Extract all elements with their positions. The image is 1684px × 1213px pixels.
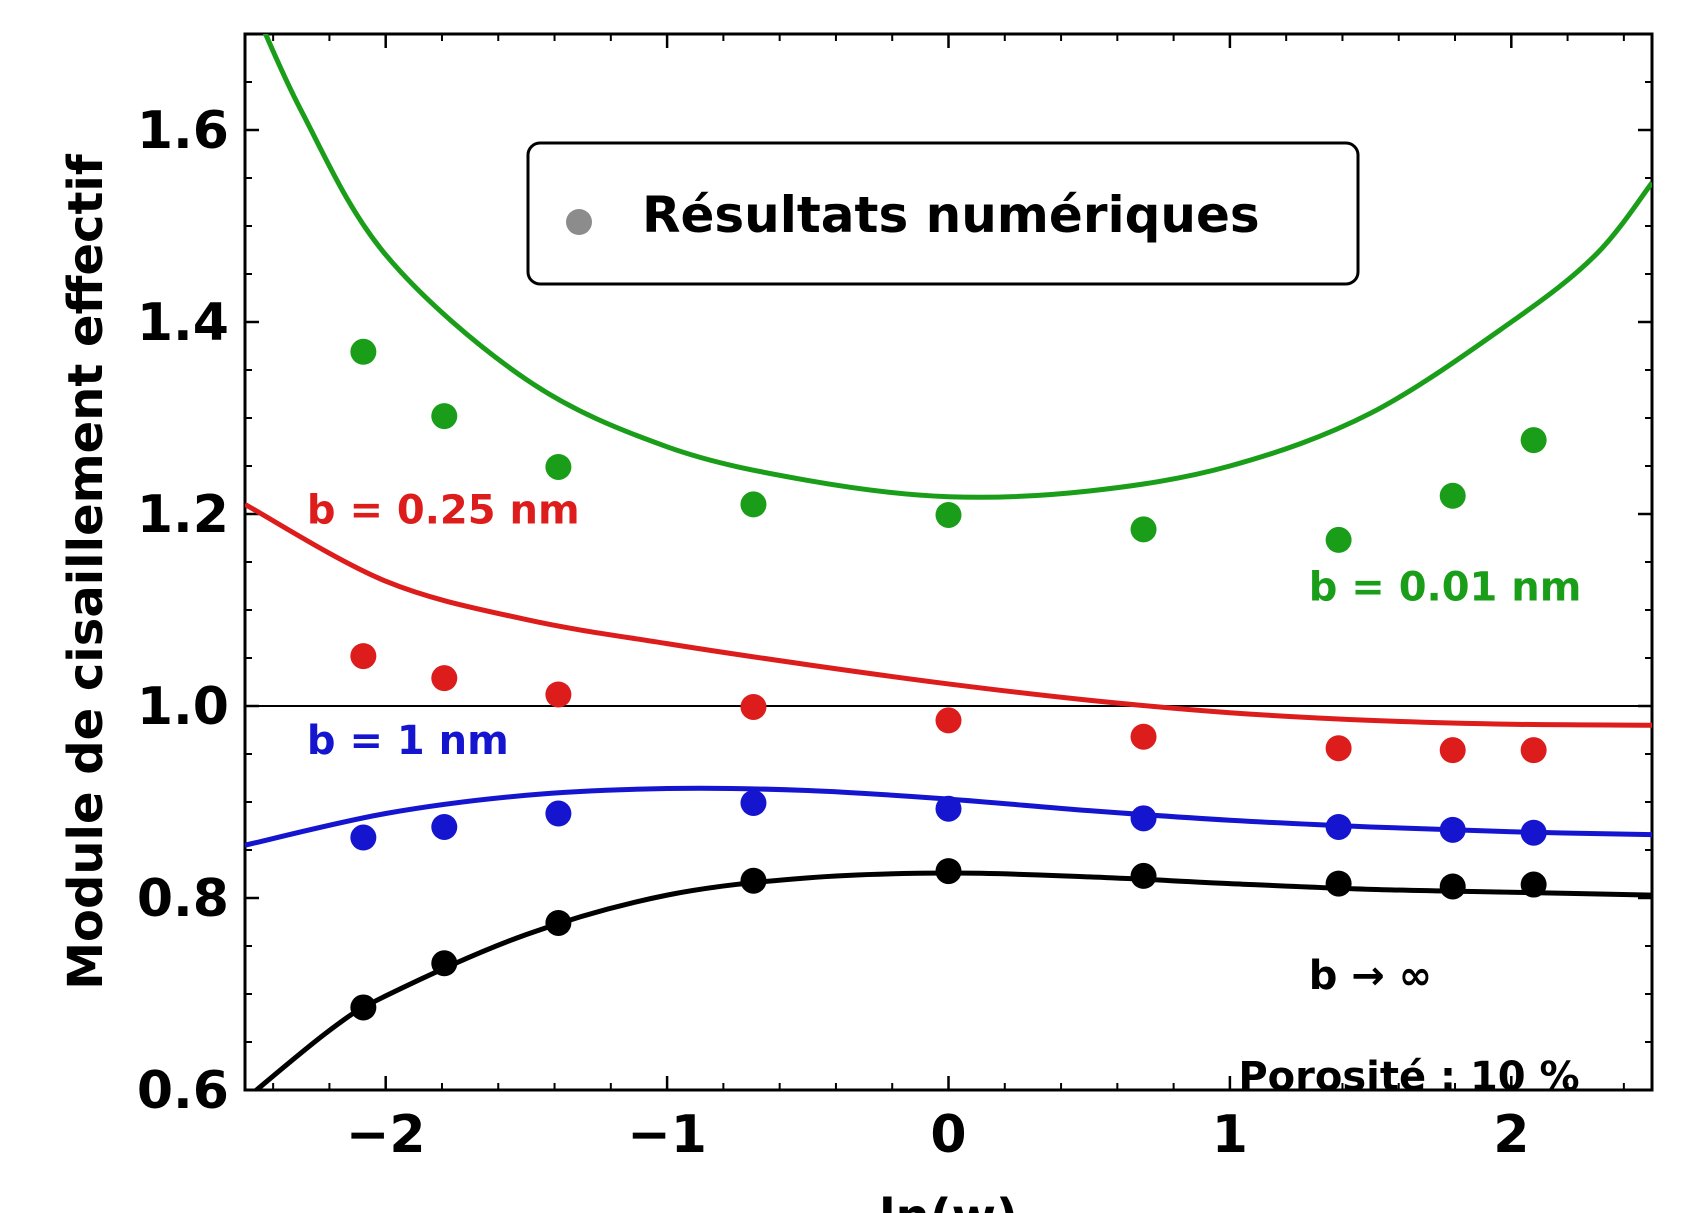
x-tick-label: 0 [930,1105,966,1165]
data-point-series-2 [350,824,377,851]
x-tick-label: 2 [1493,1105,1529,1165]
data-point-series-0 [545,453,572,480]
annotation-label: b = 0.01 nm [1309,564,1582,610]
annotation-label: Porosité : 10 % [1238,1054,1579,1100]
x-tick-label: −1 [627,1105,707,1165]
data-point-series-1 [740,693,767,720]
points [350,338,1547,1021]
data-point-series-0 [1130,516,1157,543]
data-point-series-3 [1520,871,1547,898]
data-point-series-2 [1325,813,1352,840]
data-point-series-1 [545,681,572,708]
y-tick-label: 1.2 [137,485,229,545]
curve-series-1 [245,502,1652,728]
data-point-series-2 [1130,805,1157,832]
data-point-series-2 [1520,819,1547,846]
y-tick-label: 1.4 [137,293,229,353]
y-tick-label: 0.8 [137,869,229,929]
legend-label: Résultats numériques [642,186,1260,244]
data-point-series-0 [740,491,767,518]
data-point-series-0 [1325,526,1352,553]
ticks: −2 −1 0 1 2 0.6 0.8 1.0 1.2 1.4 1.6 [137,33,1652,1165]
data-point-series-0 [350,338,377,365]
data-point-series-0 [1439,482,1466,509]
data-point-series-1 [935,707,962,734]
x-tick-label: −2 [346,1105,426,1165]
data-point-series-3 [1439,873,1466,900]
data-point-series-3 [431,950,458,977]
data-point-series-3 [1130,862,1157,889]
data-point-series-3 [935,858,962,885]
data-point-series-1 [1130,723,1157,750]
data-point-series-2 [1439,816,1466,843]
annotation-label: b = 0.25 nm [307,488,580,534]
curve-series-0 [262,34,1652,500]
y-axis-title: Module de cisaillement effectif [58,153,114,990]
data-point-series-1 [1325,735,1352,762]
data-point-series-2 [935,795,962,822]
legend-box [526,141,1360,286]
data-point-series-1 [1520,737,1547,764]
annotation-label: b → ∞ [1309,953,1432,999]
legend: Résultats numériques [526,141,1360,286]
data-point-series-0 [1520,427,1547,454]
data-point-series-3 [740,867,767,894]
data-point-series-2 [740,789,767,816]
data-point-series-3 [1325,870,1352,897]
data-point-series-1 [1439,737,1466,764]
legend-marker [566,209,592,235]
y-tick-label: 0.6 [137,1061,229,1121]
curve-series-3 [252,870,1652,1090]
y-tick-label: 1.6 [137,101,229,161]
data-point-series-2 [545,800,572,827]
data-point-series-0 [935,501,962,528]
data-point-series-2 [431,813,458,840]
x-tick-label: 1 [1212,1105,1248,1165]
data-point-series-1 [350,643,377,670]
x-axis-title: ln(w) [879,1189,1018,1213]
data-point-series-1 [431,665,458,692]
annotations: b = 0.25 nm b = 0.01 nm b = 1 nm b → ∞ Poros… [307,488,1582,1100]
y-tick-label: 1.0 [137,677,229,737]
data-point-series-3 [350,994,377,1021]
data-point-series-0 [431,403,458,430]
annotation-label: b = 1 nm [307,718,509,764]
data-point-series-3 [545,909,572,936]
